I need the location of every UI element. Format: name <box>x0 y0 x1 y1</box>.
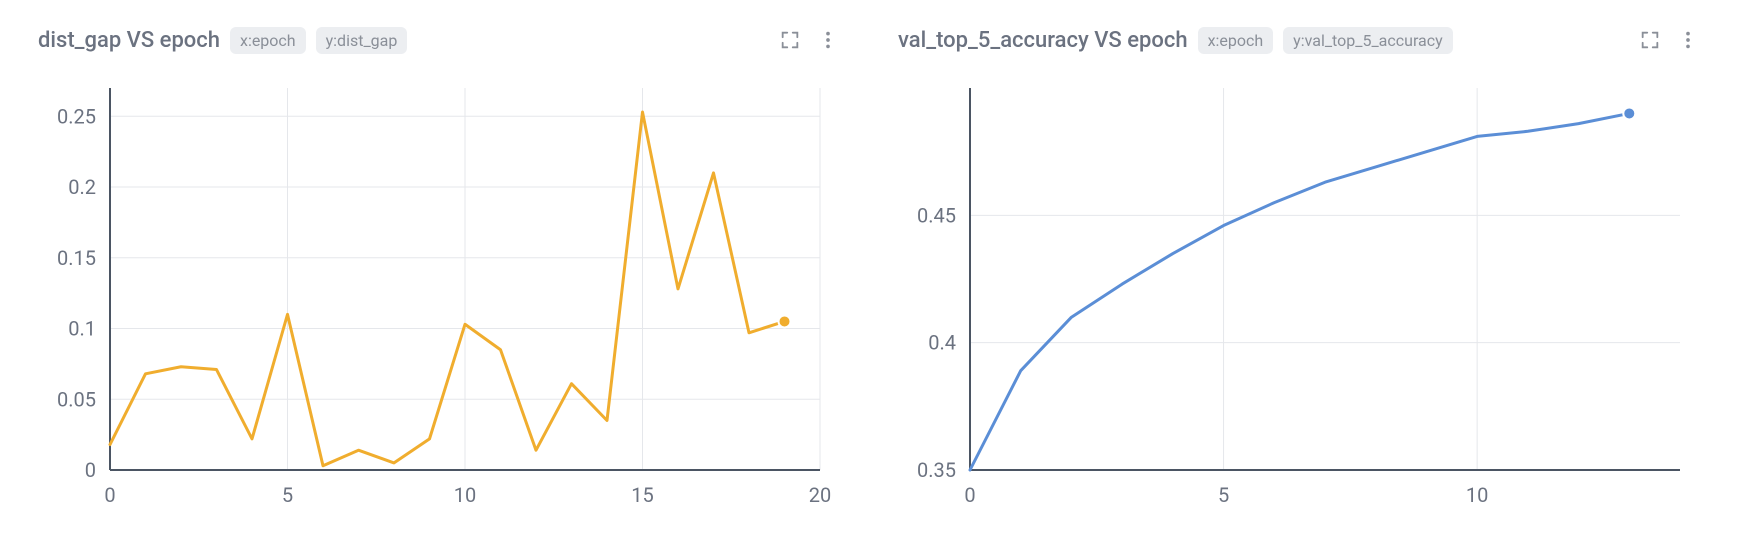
svg-text:5: 5 <box>1218 483 1229 507</box>
svg-text:0.2: 0.2 <box>68 175 96 199</box>
more-menu-icon[interactable] <box>814 26 842 54</box>
svg-text:0.4: 0.4 <box>928 331 956 355</box>
panel-val-top5: val_top_5_accuracy VS epoch x:epoch y:va… <box>890 20 1710 520</box>
svg-text:10: 10 <box>454 483 476 507</box>
svg-text:0.35: 0.35 <box>917 458 956 482</box>
chart-svg: 0 0.05 0.1 0.15 0.2 0.25 0 5 10 15 20 <box>30 68 850 520</box>
chart-svg: 0.35 0.4 0.45 0 5 10 <box>890 68 1710 520</box>
svg-text:15: 15 <box>631 483 653 507</box>
svg-text:0: 0 <box>104 483 115 507</box>
svg-text:0.25: 0.25 <box>57 104 96 128</box>
svg-text:5: 5 <box>282 483 293 507</box>
svg-text:20: 20 <box>809 483 831 507</box>
svg-text:0.45: 0.45 <box>917 203 956 227</box>
x-axis-pill[interactable]: x:epoch <box>1198 27 1274 54</box>
panel-header: dist_gap VS epoch x:epoch y:dist_gap <box>30 20 850 68</box>
more-menu-icon[interactable] <box>1674 26 1702 54</box>
svg-text:0.15: 0.15 <box>57 246 96 270</box>
svg-text:0.1: 0.1 <box>68 317 96 341</box>
svg-text:0: 0 <box>964 483 975 507</box>
svg-text:0: 0 <box>85 458 96 482</box>
panel-title: val_top_5_accuracy VS epoch <box>898 28 1188 53</box>
chart-area: 0 0.05 0.1 0.15 0.2 0.25 0 5 10 15 20 <box>30 68 850 520</box>
panel-title: dist_gap VS epoch <box>38 28 220 53</box>
panel-dist-gap: dist_gap VS epoch x:epoch y:dist_gap 0 0.… <box>30 20 850 520</box>
svg-text:10: 10 <box>1466 483 1488 507</box>
fullscreen-icon[interactable] <box>776 26 804 54</box>
x-axis-pill[interactable]: x:epoch <box>230 27 306 54</box>
y-axis-pill[interactable]: y:dist_gap <box>316 27 408 54</box>
chart-area: 0.35 0.4 0.45 0 5 10 <box>890 68 1710 520</box>
y-axis-pill[interactable]: y:val_top_5_accuracy <box>1283 27 1453 54</box>
panel-header: val_top_5_accuracy VS epoch x:epoch y:va… <box>890 20 1710 68</box>
fullscreen-icon[interactable] <box>1636 26 1664 54</box>
dashboard: dist_gap VS epoch x:epoch y:dist_gap 00.… <box>0 0 1740 540</box>
svg-text:0.05: 0.05 <box>57 387 96 411</box>
